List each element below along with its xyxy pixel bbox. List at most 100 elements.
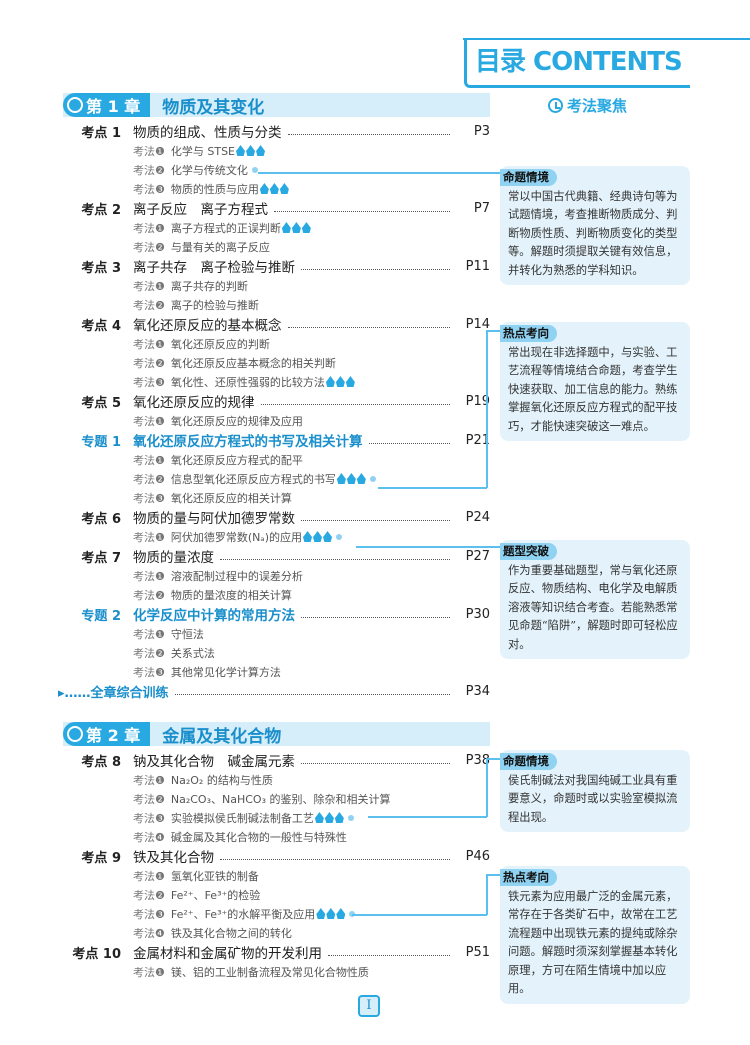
toc-subentry[interactable]: 考法❷ 与量有关的离子反应 — [63, 237, 490, 256]
note-box: 热点考向 常出现在非选择题中，与实验、工艺流程等情境结合命题，考查学生快速获取、加… — [500, 322, 690, 441]
note-label: 热点考向 — [500, 869, 557, 886]
toc-subentry[interactable]: 考法❶ 阿伏加德罗常数(Nₐ)的应用 — [63, 527, 490, 546]
toc-subentry[interactable]: 考法❷ 物质的量浓度的相关计算 — [63, 585, 490, 604]
dot-leader — [287, 326, 450, 328]
connector-line — [486, 874, 488, 915]
toc-subentry[interactable]: 考法❷ 关系式法 — [63, 643, 490, 662]
connector-line — [486, 758, 500, 760]
toc-subentry[interactable]: 考法❸ 实验模拟侯氏制碱法制备工艺 — [63, 808, 490, 827]
toc-subentry[interactable]: 考法❷ 信息型氧化还原反应方程式的书写 — [63, 469, 490, 488]
header-rule — [463, 38, 750, 40]
toc-entry[interactable]: 考点 1 物质的组成、性质与分类 P3 — [63, 121, 490, 142]
toc-subentry[interactable]: 考法❶ 溶液配制过程中的误差分析 — [63, 566, 490, 585]
chapter-title: 物质及其变化 — [162, 97, 265, 118]
review-title: ▸……全章综合训练 — [58, 685, 169, 701]
toc-subentry[interactable]: 考法❶ 化学与 STSE — [63, 141, 490, 160]
focus-label: 考法聚焦 — [567, 97, 628, 115]
toc-subentry[interactable]: 考法❶ 守恒法 — [63, 624, 490, 643]
entry-number: 考点 7 — [81, 550, 121, 566]
toc-subentry[interactable]: 考法❶ 氢氧化亚铁的制备 — [63, 866, 490, 885]
method-number: 考法❶ — [133, 453, 165, 467]
connector-line — [486, 758, 488, 817]
chapter-title: 金属及其化合物 — [162, 726, 282, 747]
method-title: 其他常见化学计算方法 — [170, 665, 281, 679]
note-box: 热点考向 铁元素为应用最广泛的金属元素，常存在于各类矿石中，故常在工艺流程题中出现… — [500, 866, 690, 1004]
hot-rating — [236, 145, 266, 156]
connector-dot — [251, 166, 258, 173]
toc-subentry[interactable]: 考法❶ 氧化还原反应的规律及应用 — [63, 411, 490, 430]
toc-entry[interactable]: 考点 10 金属材料和金属矿物的开发利用 P51 — [63, 942, 490, 963]
toc-entry[interactable]: 考点 3 离子共存 离子检验与推断 P11 — [63, 256, 490, 277]
connector-line — [486, 874, 500, 876]
note-label: 命题情境 — [500, 169, 557, 186]
toc-subentry[interactable]: 考法❷ 化学与传统文化 — [63, 160, 490, 179]
connector-dot — [369, 475, 376, 482]
chapter-number: 第 2 章 — [86, 726, 141, 745]
flame-icon — [345, 376, 355, 387]
toc-subentry[interactable]: 考法❹ 铁及其化合物之间的转化 — [63, 923, 490, 942]
method-number: 考法❷ — [133, 888, 165, 902]
note-text: 常出现在非选择题中，与实验、工艺流程等情境结合命题，考查学生快速获取、加工信息的… — [508, 345, 678, 433]
method-number: 考法❷ — [133, 163, 165, 177]
chapter-banner: 第 2 章 金属及其化合物 — [63, 722, 490, 747]
toc-entry[interactable]: 考点 6 物质的量与阿伏加德罗常数 P24 — [63, 507, 490, 528]
flame-icon — [346, 473, 356, 484]
toc-entry[interactable]: 考点 2 离子反应 离子方程式 P7 — [63, 198, 490, 219]
toc-subentry[interactable]: 考法❶ 镁、铝的工业制备流程及常见化合物性质 — [63, 962, 490, 981]
toc-subentry[interactable]: 考法❶ 氧化还原反应方程式的配平 — [63, 450, 490, 469]
method-title: 铁及其化合物之间的转化 — [170, 926, 292, 940]
dot-leader — [220, 858, 450, 860]
toc-subentry[interactable]: 考法❸ 氧化性、还原性强弱的比较方法 — [63, 372, 490, 391]
toc-entry[interactable]: 考点 5 氧化还原反应的规律 P19 — [63, 391, 490, 412]
connector-line — [352, 914, 487, 916]
entry-title: 钠及其化合物 碱金属元素 — [133, 754, 295, 770]
hot-rating — [303, 531, 332, 542]
toc-entry[interactable]: 专题 2 化学反应中计算的常用方法 P30 — [63, 604, 490, 625]
method-title: 镁、铝的工业制备流程及常见化合物性质 — [170, 965, 369, 979]
toc-subentry[interactable]: 考法❹ 碱金属及其化合物的一般性与特殊性 — [63, 827, 490, 846]
flame-icon — [259, 183, 269, 194]
dot-leader — [287, 133, 450, 135]
entry-page: P30 — [465, 606, 490, 622]
toc-entry[interactable]: 考点 8 钠及其化合物 碱金属元素 P38 — [63, 750, 490, 771]
method-number: 考法❸ — [133, 491, 165, 505]
hot-rating — [325, 376, 355, 387]
chapter-icon — [67, 97, 83, 113]
toc-subentry[interactable]: 考法❷ Fe²⁺、Fe³⁺的检验 — [63, 885, 490, 904]
toc-subentry[interactable]: 考法❷ Na₂CO₃、NaHCO₃ 的鉴别、除杂和相关计算 — [63, 789, 490, 808]
entry-title: 离子反应 离子方程式 — [133, 202, 268, 218]
entry-number: 考点 4 — [81, 318, 121, 334]
method-number: 考法❹ — [133, 926, 165, 940]
entry-title: 氧化还原反应的基本概念 — [133, 318, 282, 334]
entry-page: P19 — [465, 393, 490, 409]
toc-entry[interactable]: 专题 1 氧化还原反应方程式的书写及相关计算 P21 — [63, 430, 490, 451]
toc-subentry[interactable]: 考法❶ 氧化还原反应的判断 — [63, 334, 490, 353]
toc-subentry[interactable]: 考法❸ 物质的性质与应用 — [63, 179, 490, 198]
toc-subentry[interactable]: 考法❸ 其他常见化学计算方法 — [63, 662, 490, 681]
method-title: 溶液配制过程中的误差分析 — [170, 569, 303, 583]
note-label: 命题情境 — [500, 753, 557, 770]
entry-number: 考点 9 — [81, 850, 121, 866]
method-title: Fe²⁺、Fe³⁺的水解平衡及应用 — [170, 907, 316, 921]
connector-dot — [349, 910, 356, 917]
method-title: 氧化还原反应的判断 — [170, 337, 270, 351]
flame-icon — [291, 222, 301, 233]
method-number: 考法❷ — [133, 792, 165, 806]
toc-subentry[interactable]: 考法❸ 氧化还原反应的相关计算 — [63, 488, 490, 507]
toc-subentry[interactable]: 考法❶ Na₂O₂ 的结构与性质 — [63, 770, 490, 789]
connector-line — [258, 172, 500, 174]
toc-entry[interactable]: 考点 4 氧化还原反应的基本概念 P14 — [63, 314, 490, 335]
flame-icon — [324, 812, 334, 823]
toc-entry[interactable]: 考点 9 铁及其化合物 P46 — [63, 846, 490, 867]
toc-subentry[interactable]: 考法❶ 离子方程式的正误判断 — [63, 218, 490, 237]
chapter-review-entry[interactable]: ▸……全章综合训练 P34 — [58, 681, 490, 701]
hot-rating — [314, 812, 344, 823]
flame-icon — [325, 376, 335, 387]
toc-subentry[interactable]: 考法❷ 氧化还原反应基本概念的相关判断 — [63, 353, 490, 372]
toc-subentry[interactable]: 考法❶ 离子共存的判断 — [63, 276, 490, 295]
toc-entry[interactable]: 考点 7 物质的量浓度 P27 — [63, 546, 490, 567]
method-title: 氧化还原反应的相关计算 — [170, 491, 292, 505]
entry-title: 铁及其化合物 — [133, 850, 214, 866]
toc-subentry[interactable]: 考法❷ 离子的检验与推断 — [63, 295, 490, 314]
toc-subentry[interactable]: 考法❸ Fe²⁺、Fe³⁺的水解平衡及应用 — [63, 904, 490, 923]
